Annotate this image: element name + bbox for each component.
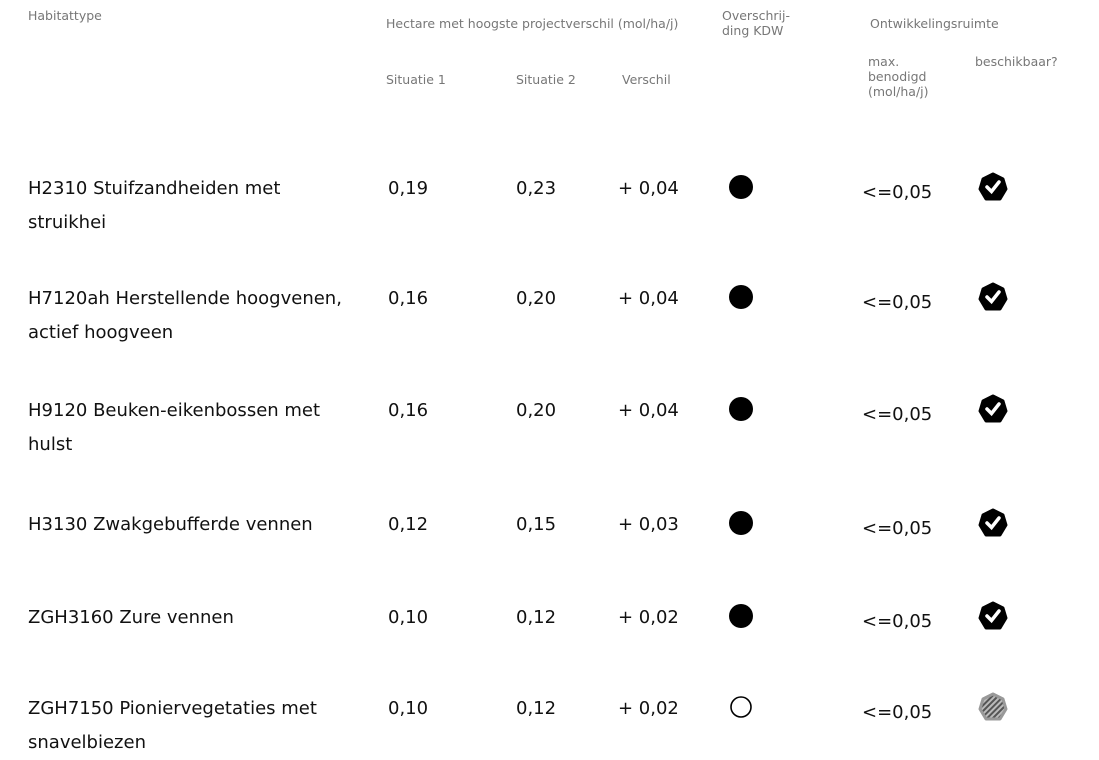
- header-habitat: Habitattype: [28, 8, 102, 23]
- verschil-value: + 0,04: [618, 288, 679, 309]
- habitat-name: H7120ah Herstellende hoogvenen, actief h…: [28, 288, 342, 343]
- situatie1-value: 0,19: [388, 178, 429, 199]
- beschikbaar-icon: [978, 394, 1008, 423]
- situatie2-value: 0,20: [516, 288, 557, 309]
- situatie2-value: 0,12: [516, 607, 557, 628]
- header-kdw: Overschrij-ding KDW: [722, 8, 790, 38]
- situatie2-value: 0,15: [516, 514, 557, 535]
- kdw-icon: [730, 696, 752, 718]
- habitat-name: ZGH7150 Pioniervegetaties met snavelbiez…: [28, 698, 317, 753]
- kdw-icon: [729, 604, 753, 628]
- max-value: <=0,05: [862, 518, 933, 539]
- header-verschil: Verschil: [622, 72, 671, 87]
- header-situatie2: Situatie 2: [516, 72, 576, 87]
- header-hectare: Hectare met hoogste projectverschil (mol…: [386, 16, 679, 31]
- situatie2-value: 0,23: [516, 178, 557, 199]
- habitat-name: ZGH3160 Zure vennen: [28, 607, 234, 628]
- situatie1-value: 0,10: [388, 607, 429, 628]
- beschikbaar-icon: [978, 282, 1008, 311]
- beschikbaar-icon: [978, 508, 1008, 537]
- max-value: <=0,05: [862, 702, 933, 723]
- header-max: max. benodigd (mol/ha/j): [868, 54, 929, 99]
- max-value: <=0,05: [862, 292, 933, 313]
- situatie1-value: 0,10: [388, 698, 429, 719]
- kdw-icon: [729, 397, 753, 421]
- header-situatie1: Situatie 1: [386, 72, 446, 87]
- max-value: <=0,05: [862, 404, 933, 425]
- kdw-icon: [729, 175, 753, 199]
- situatie1-value: 0,16: [388, 400, 429, 421]
- verschil-value: + 0,04: [618, 400, 679, 421]
- verschil-value: + 0,03: [618, 514, 679, 535]
- beschikbaar-icon: [978, 172, 1008, 201]
- header-beschikbaar: beschikbaar?: [975, 54, 1058, 69]
- habitat-name: H3130 Zwakgebufferde vennen: [28, 514, 313, 535]
- situatie1-value: 0,12: [388, 514, 429, 535]
- habitat-name: H9120 Beuken-eikenbossen met hulst: [28, 400, 321, 455]
- verschil-value: + 0,04: [618, 178, 679, 199]
- situatie1-value: 0,16: [388, 288, 429, 309]
- beschikbaar-icon: [978, 692, 1008, 721]
- max-value: <=0,05: [862, 611, 933, 632]
- situatie2-value: 0,20: [516, 400, 557, 421]
- verschil-value: + 0,02: [618, 607, 679, 628]
- beschikbaar-icon: [978, 601, 1008, 630]
- verschil-value: + 0,02: [618, 698, 679, 719]
- kdw-icon: [729, 285, 753, 309]
- header-ontwikkelingsruimte: Ontwikkelingsruimte: [870, 16, 999, 31]
- max-value: <=0,05: [862, 182, 933, 203]
- kdw-icon: [729, 511, 753, 535]
- habitat-name: H2310 Stuifzandheiden met struikhei: [28, 178, 281, 233]
- situatie2-value: 0,12: [516, 698, 557, 719]
